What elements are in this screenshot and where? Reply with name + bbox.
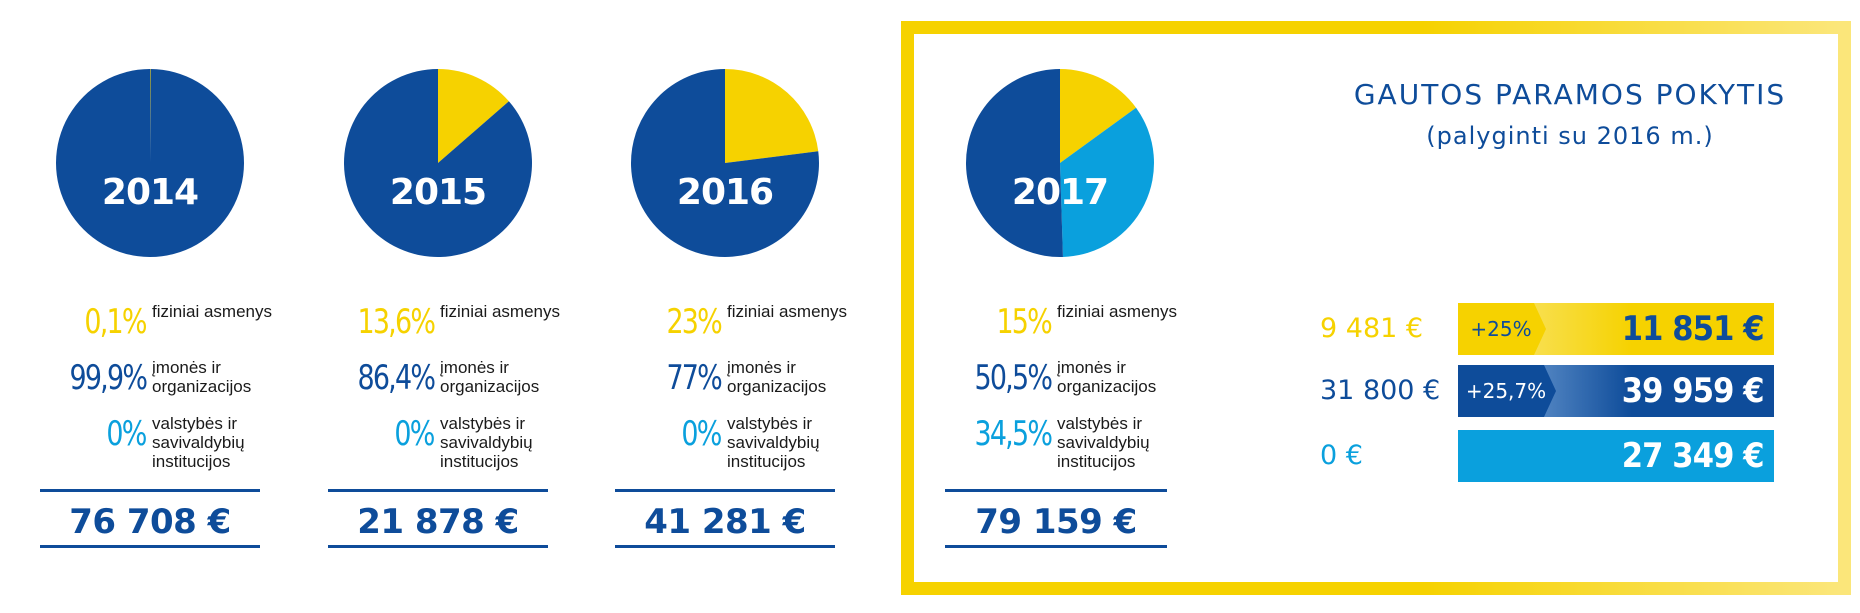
- slice-companies: [965, 69, 1063, 257]
- share-value: 15%: [996, 302, 1052, 342]
- share-row-individuals: 15% fiziniai asmenys: [945, 302, 1245, 352]
- change-bar: +25% 11 851 €: [1458, 303, 1774, 355]
- share-row-institutions: 34,5% valstybės ir savivaldybių instituc…: [945, 414, 1245, 471]
- change-badge: +25,7%: [1465, 379, 1547, 403]
- change-panel-subtitle: (palyginti su 2016 m.): [1426, 122, 1714, 150]
- share-value: 77%: [666, 358, 722, 398]
- change-panel-title: GAUTOS PARAMOS POKYTIS: [1353, 78, 1787, 111]
- pie-chart-2016: 2016: [630, 68, 820, 258]
- year-column-2015: 2015 13,6% fiziniai asmenys 86,4% įmonės…: [328, 0, 628, 613]
- share-value: 99,9%: [69, 358, 147, 398]
- share-label: įmonės ir organizacijos: [152, 358, 252, 396]
- change-bar: 27 349 €: [1458, 430, 1774, 482]
- share-value: 50,5%: [974, 358, 1052, 398]
- share-row-individuals: 13,6% fiziniai asmenys: [328, 302, 628, 352]
- share-row-companies: 86,4% įmonės ir organizacijos: [328, 358, 628, 408]
- slice-companies: [56, 69, 244, 257]
- share-label: įmonės ir organizacijos: [727, 358, 827, 396]
- share-label: valstybės ir savivaldybių institucijos: [727, 414, 820, 471]
- share-label: fiziniai asmenys: [152, 302, 272, 321]
- share-row-companies: 50,5% įmonės ir organizacijos: [945, 358, 1245, 408]
- share-row-individuals: 23% fiziniai asmenys: [615, 302, 915, 352]
- slice-individuals: [1060, 69, 1137, 163]
- share-label: fiziniai asmenys: [440, 302, 560, 321]
- slice-individuals: [725, 69, 819, 163]
- total-top-rule: [40, 489, 260, 492]
- share-label: fiziniai asmenys: [727, 302, 847, 321]
- share-label: įmonės ir organizacijos: [1057, 358, 1157, 396]
- pie-chart-2014: 2014: [55, 68, 245, 258]
- current-amount: 11 851 €: [1622, 309, 1765, 349]
- share-label: įmonės ir organizacijos: [440, 358, 540, 396]
- total-amount: 76 708 €: [69, 502, 231, 542]
- share-row-institutions: 0% valstybės ir savivaldybių institucijo…: [328, 414, 628, 471]
- total-top-rule: [615, 489, 835, 492]
- current-amount: 27 349 €: [1622, 436, 1765, 476]
- slice-institutions: [1060, 107, 1154, 257]
- share-value: 0,1%: [84, 302, 148, 342]
- total-bottom-rule: [945, 545, 1167, 548]
- share-row-institutions: 0% valstybės ir savivaldybių institucijo…: [615, 414, 915, 471]
- pie-chart-2015: 2015: [343, 68, 533, 258]
- change-bar-shape: [1458, 365, 1774, 417]
- change-bar-shape: [1458, 303, 1774, 355]
- total-top-rule: [328, 489, 548, 492]
- year-column-2017: 2017 15% fiziniai asmenys 50,5% įmonės i…: [945, 0, 1245, 613]
- year-label: 2015: [389, 172, 487, 213]
- pie-svg-2015: [344, 69, 532, 257]
- share-label: valstybės ir savivaldybių institucijos: [152, 414, 245, 471]
- share-label: valstybės ir savivaldybių institucijos: [440, 414, 533, 471]
- change-bar: +25,7% 39 959 €: [1458, 365, 1774, 417]
- share-row-companies: 77% įmonės ir organizacijos: [615, 358, 915, 408]
- share-row-individuals: 0,1% fiziniai asmenys: [40, 302, 340, 352]
- previous-amount: 0 €: [1320, 440, 1363, 471]
- share-value: 86,4%: [357, 358, 435, 398]
- slice-companies: [344, 69, 532, 257]
- share-value: 34,5%: [974, 414, 1052, 454]
- total-bottom-rule: [40, 545, 260, 548]
- share-row-institutions: 0% valstybės ir savivaldybių institucijo…: [40, 414, 340, 471]
- change-row-companies: 31 800 € +25,7% 39 959 €: [1320, 365, 1780, 417]
- share-row-companies: 99,9% įmonės ir organizacijos: [40, 358, 340, 408]
- pie-svg-2017: [965, 69, 1154, 257]
- share-label: fiziniai asmenys: [1057, 302, 1177, 321]
- share-value: 13,6%: [357, 302, 435, 342]
- share-value: 0%: [394, 414, 436, 454]
- year-label: 2016: [676, 172, 774, 213]
- previous-amount: 9 481 €: [1320, 313, 1424, 344]
- total-amount: 41 281 €: [644, 502, 806, 542]
- pie-chart-2017: 2017: [965, 68, 1155, 258]
- change-badge: +25%: [1470, 317, 1532, 341]
- share-value: 0%: [106, 414, 148, 454]
- slice-individuals: [150, 69, 151, 163]
- year-label: 2014: [101, 172, 199, 213]
- slice-individuals: [438, 69, 509, 163]
- pie-svg-2014: [56, 69, 244, 257]
- total-top-rule: [945, 489, 1167, 492]
- previous-amount: 31 800 €: [1320, 375, 1441, 406]
- share-label: valstybės ir savivaldybių institucijos: [1057, 414, 1150, 471]
- current-amount: 39 959 €: [1622, 371, 1765, 411]
- total-amount: 21 878 €: [357, 502, 519, 542]
- year-label: 2017: [1011, 172, 1109, 213]
- share-value: 23%: [666, 302, 722, 342]
- change-row-individuals: 9 481 € +25% 11 851 €: [1320, 303, 1780, 355]
- change-bar-shape: [1458, 430, 1774, 482]
- year-column-2014: 2014 0,1% fiziniai asmenys 99,9% įmonės …: [40, 0, 340, 613]
- slice-companies: [631, 69, 819, 257]
- change-panel-heading: GAUTOS PARAMOS POKYTIS (palyginti su 201…: [1280, 74, 1860, 156]
- year-column-2016: 2016 23% fiziniai asmenys 77% įmonės ir …: [615, 0, 915, 613]
- total-bottom-rule: [328, 545, 548, 548]
- pie-svg-2016: [631, 69, 819, 257]
- change-row-institutions: 0 € 27 349 €: [1320, 430, 1780, 482]
- share-value: 0%: [681, 414, 723, 454]
- total-amount: 79 159 €: [975, 502, 1137, 542]
- total-bottom-rule: [615, 545, 835, 548]
